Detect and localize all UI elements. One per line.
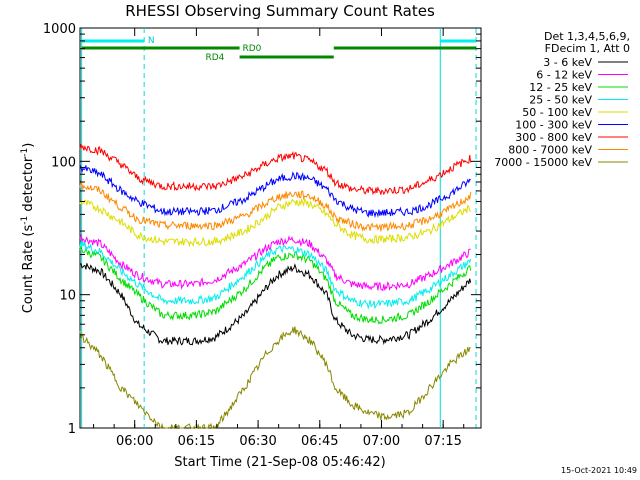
series-line-3 <box>79 240 472 310</box>
legend-label-0: 3 - 6 keV <box>543 56 592 69</box>
legend-label-3: 25 - 50 keV <box>529 94 592 107</box>
footer-timestamp: 15-Oct-2021 10:49 <box>561 466 637 475</box>
series-line-6 <box>79 144 472 196</box>
legend-label-8: 7000 - 15000 keV <box>494 156 592 169</box>
x-axis: 06:00 06:15 06:30 06:45 07:00 07:15 <box>93 28 465 449</box>
rd4-label: RD4 <box>205 53 224 63</box>
x-tick-label-5: 07:15 <box>424 434 461 449</box>
legend-label-2: 12 - 25 keV <box>529 81 592 94</box>
x-tick-label-4: 07:00 <box>363 434 400 449</box>
y-axis: 1 10 100 1000 <box>43 22 481 437</box>
series-line-2 <box>79 245 472 325</box>
x-tick-label-0: 06:00 <box>116 434 153 449</box>
x-axis-label: Start Time (21-Sep-08 05:46:42) <box>174 455 385 470</box>
y-tick-label-0: 1 <box>68 422 76 437</box>
legend-label-1: 6 - 12 keV <box>536 69 592 82</box>
series-line-8 <box>79 326 471 429</box>
x-tick-label-3: 06:45 <box>301 434 338 449</box>
plot-frame <box>79 27 482 429</box>
legend-header-line-1: Det 1,3,4,5,6,9, <box>544 30 630 43</box>
series-line-4 <box>79 197 472 248</box>
y-tick-label-1: 10 <box>59 289 76 304</box>
legend-header-line-2: FDecim 1, Att 0 <box>545 42 630 55</box>
legend-label-4: 50 - 100 keV <box>522 106 592 119</box>
y-tick-label-2: 100 <box>51 155 76 170</box>
y-tick-label-3: 1000 <box>43 22 76 37</box>
rd0-label: RD0 <box>242 44 261 54</box>
series-line-0 <box>79 263 472 346</box>
legend-label-6: 300 - 800 keV <box>515 131 592 144</box>
y-axis-label: Count Rate (s-1 detector-1) <box>20 143 36 314</box>
series-line-1 <box>79 233 471 292</box>
n-label: N <box>148 36 155 46</box>
series-line-5 <box>79 164 471 219</box>
x-tick-label-2: 06:30 <box>239 434 276 449</box>
series-line-7 <box>79 179 472 232</box>
chart-title: RHESSI Observing Summary Count Rates <box>125 2 435 20</box>
legend-label-5: 100 - 300 keV <box>515 119 592 132</box>
plot-area: N RD0 RD4 <box>79 28 477 429</box>
legend-label-7: 800 - 7000 keV <box>508 144 592 157</box>
x-tick-label-1: 06:15 <box>178 434 215 449</box>
